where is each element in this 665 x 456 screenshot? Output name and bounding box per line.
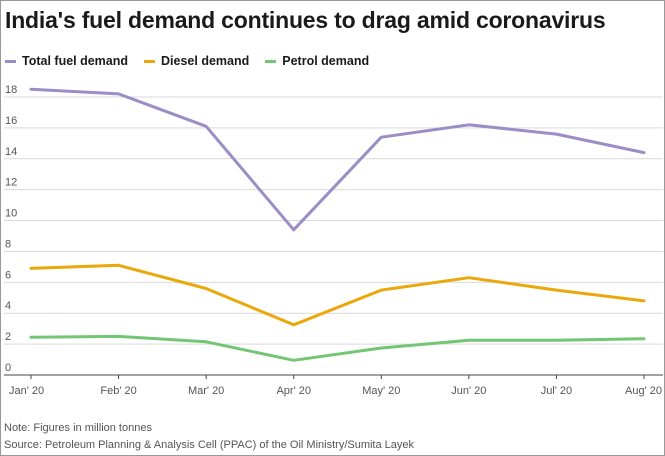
y-tick-label: 10 <box>5 208 17 220</box>
line-chart: 0 2 4 6 8 10 12 14 16 18 Jan' 20 Feb' 20 Mar' 20 Apr'… <box>4 84 663 397</box>
legend-swatch-petrol <box>265 59 277 63</box>
legend-label-total: Total fuel demand <box>22 54 129 68</box>
series-line-total-fuel <box>29 87 646 232</box>
x-tick-label: Feb' 20 <box>100 385 136 397</box>
x-tick-label: Apr' 20 <box>276 385 311 397</box>
y-tick-label: 0 <box>5 362 11 374</box>
series-line-petrol <box>29 334 646 362</box>
y-tick-label: 4 <box>5 300 11 312</box>
legend: Total fuel demand Diesel demand Petrol d… <box>5 54 385 68</box>
series-line-diesel <box>29 263 646 327</box>
chart-source: Source: Petroleum Planning & Analysis Ce… <box>4 439 415 451</box>
y-tick-label: 16 <box>5 115 17 127</box>
y-tick-label: 6 <box>5 269 11 281</box>
y-tick-label: 12 <box>5 177 17 189</box>
y-tick-label: 8 <box>5 238 11 250</box>
legend-label-diesel: Diesel demand <box>161 54 250 68</box>
x-tick-label: Jan' 20 <box>9 385 44 397</box>
x-tick-label: Jun' 20 <box>451 385 486 397</box>
chart-note: Note: Figures in million tonnes <box>4 422 152 434</box>
legend-item-total: Total fuel demand <box>5 54 128 68</box>
chart-title: India's fuel demand continues to drag am… <box>5 7 606 33</box>
x-tick-label: May' 20 <box>362 385 400 397</box>
y-tick-label: 14 <box>5 146 17 158</box>
y-tick-label: 18 <box>5 84 17 96</box>
legend-item-diesel: Diesel demand <box>144 54 249 68</box>
y-tick-label: 2 <box>5 331 11 343</box>
x-tick-label: Aug' 20 <box>625 385 662 397</box>
legend-swatch-diesel <box>144 59 156 63</box>
x-tick-label: Jul' 20 <box>541 385 572 397</box>
legend-item-petrol: Petrol demand <box>265 54 369 68</box>
x-tick-label: Mar' 20 <box>188 385 224 397</box>
legend-label-petrol: Petrol demand <box>282 54 370 68</box>
legend-swatch-total <box>5 59 16 63</box>
